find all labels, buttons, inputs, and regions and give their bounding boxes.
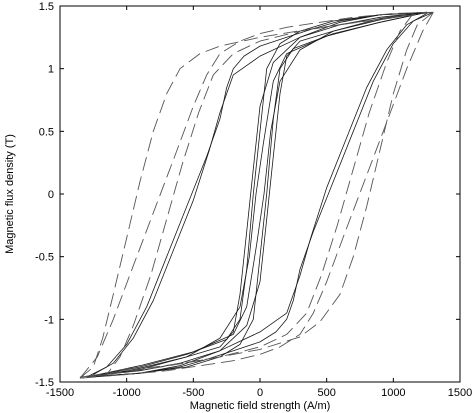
solid-loop-branch-8 [93,13,427,377]
dashed-loop-branch-13 [79,13,414,378]
dashed-loop-branch-15 [79,11,434,379]
y-tick-label: 0.5 [39,126,54,138]
x-axis-label: Magnetic field strength (A/m) [190,400,331,412]
y-tick-label: 0 [48,189,54,201]
y-tick-label: -1.5 [35,377,54,389]
x-tick-label: 500 [317,387,335,399]
solid-loop-branch-5 [93,11,427,378]
solid-loop-branch-6 [86,11,434,378]
axis-ticks: -1500 -1000 -500 0 500 1000 1500 -1.5 -1 -0.5 0 0.5… [35,1,472,399]
dashed-loop-branch-10 [79,12,434,379]
x-tick-label: 1000 [381,387,405,399]
dashed-loop-branch-14 [79,11,434,379]
x-tick-label: -1000 [113,387,141,399]
x-tick-label: -500 [182,387,204,399]
dashed-loop-branch-12 [79,13,414,378]
series-group [79,11,434,379]
plot-frame [59,5,461,383]
solid-loop-branch-7 [86,11,434,378]
y-axis-label: Magnetic flux density (T) [4,134,16,254]
y-tick-label: -1 [44,314,54,326]
solid-loop-branch-9 [93,11,427,375]
y-tick-label: 1 [48,64,54,76]
y-tick-label: 1.5 [39,1,54,13]
x-tick-label: 0 [257,387,263,399]
y-tick-label: -0.5 [35,252,54,264]
dashed-loop-branch-11 [79,11,434,379]
x-tick-label: -1500 [46,387,74,399]
x-tick-label: 1500 [448,387,472,399]
solid-loop-branch-4 [93,11,427,378]
